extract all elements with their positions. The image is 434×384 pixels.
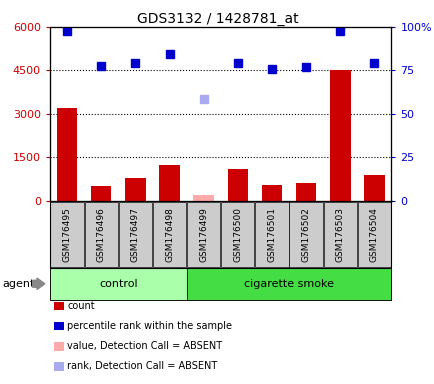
Text: GSM176501: GSM176501	[267, 207, 276, 262]
Text: count: count	[67, 301, 95, 311]
Bar	[227, 169, 247, 201]
Text: agent: agent	[2, 279, 34, 289]
Text: GSM176499: GSM176499	[199, 207, 208, 262]
Text: percentile rank within the sample: percentile rank within the sample	[67, 321, 232, 331]
Text: GSM176500: GSM176500	[233, 207, 242, 262]
Bar	[57, 108, 77, 201]
Bar	[363, 175, 384, 201]
Text: GSM176495: GSM176495	[62, 207, 72, 262]
Text: value, Detection Call = ABSENT: value, Detection Call = ABSENT	[67, 341, 222, 351]
Text: control: control	[99, 279, 137, 289]
Text: GSM176503: GSM176503	[335, 207, 344, 262]
Text: GDS3132 / 1428781_at: GDS3132 / 1428781_at	[136, 12, 298, 26]
Bar	[295, 184, 316, 201]
Text: rank, Detection Call = ABSENT: rank, Detection Call = ABSENT	[67, 361, 217, 371]
Text: cigarette smoke: cigarette smoke	[243, 279, 333, 289]
Bar	[329, 70, 350, 201]
Bar	[193, 195, 214, 201]
Text: GSM176502: GSM176502	[301, 207, 310, 262]
Bar	[91, 186, 111, 201]
Bar	[261, 185, 282, 201]
Text: GSM176504: GSM176504	[369, 207, 378, 262]
Text: GSM176497: GSM176497	[131, 207, 140, 262]
Text: GSM176496: GSM176496	[96, 207, 105, 262]
Bar	[159, 165, 179, 201]
Text: GSM176498: GSM176498	[164, 207, 174, 262]
Bar	[125, 178, 145, 201]
